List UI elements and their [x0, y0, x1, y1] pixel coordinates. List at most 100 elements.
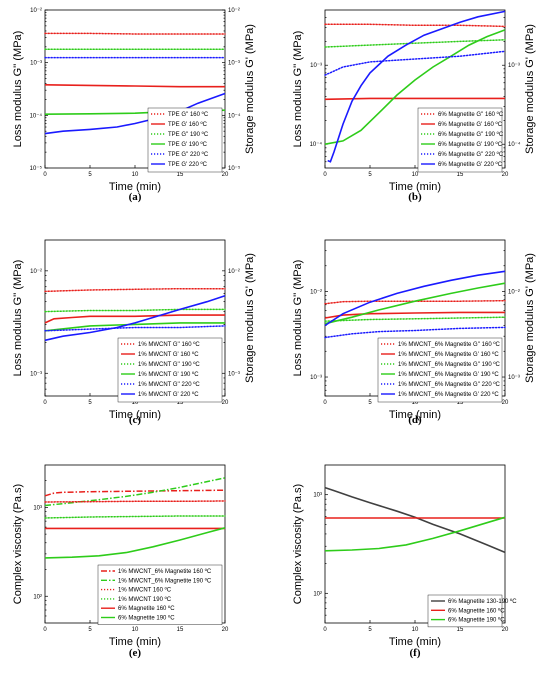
- x-tick-label: 5: [368, 627, 372, 633]
- series-line: [44, 500, 226, 503]
- series-line: [327, 10, 506, 163]
- y-right-tick-label: 10⁻³: [508, 375, 520, 381]
- series-line: [324, 50, 506, 76]
- legend-entry: 1% MWCNT 160 ºC: [118, 587, 172, 594]
- x-axis-label: Time (min): [109, 181, 161, 193]
- legend-box: [147, 107, 223, 173]
- x-tick-label: 15: [457, 400, 464, 406]
- legend-entry: 1% MWCNT_6% Magnetite G' 220 ºC: [398, 391, 499, 398]
- panel-caption: (c): [129, 414, 142, 426]
- chart-panel-e: 0 5 10 15 20 10³ 10² Time (min) Complex viscosit…: [12, 464, 229, 659]
- chart-panel-f: 0 5 10 15 20 10³ 10² Time (min) Complex viscosit…: [292, 464, 517, 659]
- y-tick-label: 10⁻⁵: [30, 165, 43, 172]
- legend-entry: 1% MWCNT_6% Magnetite G'' 160 ºC: [398, 341, 501, 348]
- series-line: [324, 486, 506, 554]
- y-axis-label: Loss modulus G'' (MPa): [292, 260, 304, 377]
- legend-entry: 6% Magnetite G'' 160 ºC: [438, 111, 504, 118]
- legend-entry: 6% Magnetite 130-190 ºC: [448, 598, 517, 605]
- series-line: [44, 92, 226, 135]
- y-tick-label: 10⁻²: [30, 269, 42, 275]
- series-line: [324, 29, 506, 145]
- x-tick-label: 20: [222, 627, 229, 633]
- legend-entry: 6% Magnetite G' 220 ºC: [438, 161, 503, 168]
- legend-box: [117, 337, 223, 403]
- x-tick-label: 15: [177, 400, 184, 406]
- legend-entry: TPE G'' 220 ºC: [168, 151, 209, 158]
- legend-entry: 1% MWCNT_6% Magnetite G'' 220 ºC: [398, 381, 501, 388]
- y-right-axis-label: Storage modulus G' (MPa): [244, 24, 256, 154]
- series-line: [324, 39, 506, 48]
- series-line: [324, 299, 506, 305]
- chart-panel-a: 0 5 10 15 20 10⁻² 10⁻² 10⁻³ 10⁻³ 10⁻⁴ 10⁻⁴ 10⁻⁵ 10⁻⁵…: [12, 8, 256, 203]
- x-tick-label: 0: [323, 400, 327, 406]
- series-line: [324, 516, 506, 552]
- series-line: [44, 314, 225, 324]
- series-line: [324, 282, 506, 325]
- y-tick-label: 10⁻²: [310, 289, 322, 295]
- x-axis-label: Time (min): [389, 181, 441, 193]
- y-tick-label: 10²: [33, 594, 42, 600]
- x-tick-label: 10: [132, 400, 139, 406]
- y-tick-label: 10⁻³: [30, 371, 42, 377]
- series-line: [44, 515, 226, 519]
- x-tick-label: 15: [457, 627, 464, 633]
- x-tick-label: 20: [222, 400, 229, 406]
- legend-entry: 1% MWCNT G' 160 ºC: [138, 351, 199, 358]
- y-axis-label: Complex viscosity (Pa.s): [292, 484, 304, 604]
- legend: 1% MWCNT G'' 160 ºC 1% MWCNT G' 160 ºC 1% …: [117, 337, 223, 403]
- x-tick-label: 5: [88, 400, 92, 406]
- legend-entry: TPE G'' 190 ºC: [168, 131, 209, 138]
- legend-entry: 6% Magnetite G' 190 ºC: [438, 141, 503, 148]
- legend-entry: 1% MWCNT_6% Magnetite G'' 190 ºC: [398, 361, 501, 368]
- y-right-tick-label: 10⁻²: [508, 289, 520, 295]
- chart-panel-d: 0 5 10 15 20 10⁻² 10⁻² 10⁻³ 10⁻³ Time (min) Loss m…: [292, 239, 536, 426]
- legend: 6% Magnetite G'' 160 ºC 6% Magnetite G' 1…: [417, 107, 504, 173]
- y-right-tick-label: 10⁻⁵: [228, 165, 241, 172]
- legend-box: [97, 564, 223, 625]
- legend: 1% MWCNT_6% Magnetite G'' 160 ºC 1% MWCNT…: [377, 337, 503, 403]
- chart-panel-b: 0 5 10 15 20 10⁻³ 10⁻³ 10⁻⁴ 10⁻⁴ Time (min) Loss m…: [292, 9, 536, 203]
- y-tick-label: 10³: [33, 505, 42, 511]
- panel-caption: (d): [408, 414, 422, 426]
- legend-entry: TPE G' 220 ºC: [168, 161, 208, 168]
- x-tick-label: 20: [502, 627, 509, 633]
- y-right-axis-label: Storage modulus G' (MPa): [524, 253, 536, 383]
- y-tick-label: 10⁻²: [30, 8, 42, 14]
- legend-entry: 6% Magnetite G'' 220 ºC: [438, 151, 504, 158]
- legend-entry: 1% MWCNT G'' 190 ºC: [138, 361, 200, 368]
- x-tick-label: 15: [457, 172, 464, 178]
- x-tick-label: 10: [132, 627, 139, 633]
- x-tick-label: 10: [412, 172, 419, 178]
- legend-entry: 1% MWCNT_6% Magnetite 160 ºC: [118, 568, 212, 575]
- x-tick-label: 20: [502, 172, 509, 178]
- legend: TPE G'' 160 ºC TPE G' 160 ºC TPE G'' 190 º…: [147, 107, 223, 173]
- x-tick-label: 0: [43, 172, 47, 178]
- legend-entry: 1% MWCNT_6% Magnetite 190 ºC: [118, 577, 212, 584]
- y-tick-label: 10³: [313, 493, 322, 499]
- y-tick-label: 10⁻⁴: [310, 141, 323, 148]
- series-line: [44, 489, 226, 497]
- series-line: [324, 326, 506, 339]
- legend-entry: 6% Magnetite G'' 190 ºC: [438, 131, 504, 138]
- y-tick-label: 10⁻³: [30, 61, 42, 67]
- series-line: [44, 322, 225, 332]
- y-right-tick-label: 10⁻²: [228, 8, 240, 14]
- panel-caption: (b): [408, 191, 422, 203]
- x-tick-label: 20: [502, 400, 509, 406]
- x-tick-label: 15: [177, 627, 184, 633]
- x-tick-label: 10: [132, 172, 139, 178]
- x-axis-label: Time (min): [109, 409, 161, 421]
- legend-entry: 6% Magnetite 190 ºC: [118, 615, 175, 622]
- y-right-axis-label: Storage modulus G' (MPa): [524, 24, 536, 154]
- y-axis-label: Loss modulus G'' (MPa): [292, 31, 304, 148]
- series-line: [44, 527, 226, 559]
- legend-entry: 1% MWCNT_6% Magnetite G' 190 ºC: [398, 371, 499, 378]
- legend-entry: TPE G' 160 ºC: [168, 121, 208, 128]
- y-right-tick-label: 10⁻⁴: [228, 112, 241, 119]
- series-line: [44, 32, 226, 35]
- legend: 1% MWCNT_6% Magnetite 160 ºC 1% MWCNT_6% …: [97, 564, 223, 625]
- y-right-axis-label: Storage modulus G' (MPa): [244, 253, 256, 383]
- y-axis-label: Loss modulus G'' (MPa): [12, 260, 24, 377]
